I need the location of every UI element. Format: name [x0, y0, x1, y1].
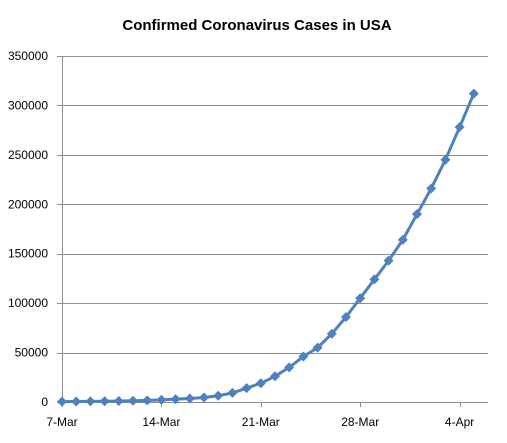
x-tick-label: 7-Mar — [46, 415, 77, 429]
data-point-marker — [397, 234, 408, 245]
data-point-marker — [412, 209, 422, 220]
y-tick-label: 350000 — [8, 49, 48, 63]
y-tick-label: 200000 — [8, 197, 48, 211]
data-point-marker — [113, 396, 124, 407]
x-tick-label: 21-Mar — [242, 415, 280, 429]
series-cases — [57, 88, 479, 407]
data-point-marker — [454, 122, 465, 133]
y-tick-label: 150000 — [8, 247, 48, 261]
data-point-marker — [241, 383, 252, 394]
data-point-marker — [440, 154, 451, 165]
x-tick-label: 14-Mar — [142, 415, 180, 429]
data-point-marker — [468, 88, 479, 99]
data-point-marker — [170, 394, 181, 405]
series-line — [61, 92, 476, 404]
x-tick-label: 4-Apr — [445, 415, 474, 429]
data-point-marker — [326, 328, 337, 339]
data-point-marker — [184, 393, 195, 404]
data-point-marker — [312, 342, 323, 353]
y-tick-label: 50000 — [15, 346, 49, 360]
y-axis-tick-labels: 0 50000 100000 150000 200000 250000 300000 3500… — [8, 49, 48, 409]
data-point-marker — [341, 311, 351, 322]
data-point-marker — [426, 183, 437, 194]
data-point-marker — [355, 293, 366, 304]
data-point-marker — [156, 394, 167, 405]
data-point-marker — [255, 378, 266, 389]
y-tick-label: 0 — [41, 395, 48, 409]
data-point-marker — [57, 396, 67, 407]
data-point-marker — [99, 396, 110, 407]
gridlines — [62, 56, 488, 354]
y-tick-label: 300000 — [8, 98, 48, 112]
data-point-marker — [71, 396, 82, 407]
data-point-marker — [369, 274, 380, 285]
y-tick-label: 100000 — [8, 296, 48, 310]
data-point-marker — [199, 392, 209, 403]
chart-title: Confirmed Coronavirus Cases in USA — [122, 17, 391, 34]
data-point-marker — [227, 387, 238, 398]
data-point-marker — [383, 255, 394, 266]
data-point-marker — [284, 362, 295, 373]
data-point-marker — [128, 395, 138, 406]
data-point-marker — [85, 396, 96, 407]
axes — [57, 56, 488, 407]
x-tick-label: 28-Mar — [341, 415, 379, 429]
y-tick-label: 250000 — [8, 148, 48, 162]
data-point-marker — [298, 351, 309, 362]
data-point-marker — [270, 371, 280, 382]
data-point-marker — [213, 390, 224, 401]
data-point-marker — [142, 395, 153, 406]
x-axis-tick-labels: 7-Mar 14-Mar 21-Mar 28-Mar 4-Apr — [46, 415, 474, 429]
